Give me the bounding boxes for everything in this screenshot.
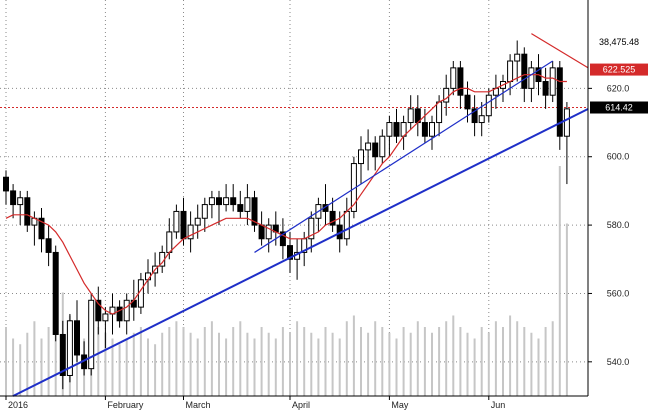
candle-body <box>521 53 528 89</box>
y-tick-label: 560.0 <box>607 288 630 298</box>
trendlines <box>12 33 589 397</box>
candle-body <box>10 190 17 206</box>
candle-body <box>450 67 457 89</box>
candle-body <box>287 245 293 260</box>
last-price-badge-bg <box>590 101 648 114</box>
candle-body <box>223 197 230 206</box>
volume-badge: 38,475.48 <box>590 36 648 49</box>
y-tick-label: 540.0 <box>607 357 630 367</box>
candle-body <box>379 135 386 158</box>
candle-body <box>95 299 102 322</box>
candle-body <box>244 197 251 212</box>
y-tick-label: 620.0 <box>607 83 630 93</box>
candle-body <box>194 217 201 226</box>
volume-badge-bg <box>590 36 648 49</box>
candle-body <box>24 197 31 226</box>
candle-body <box>251 197 258 226</box>
candle-body <box>358 149 364 165</box>
candle-body <box>436 101 443 124</box>
candle-body <box>208 197 215 206</box>
trendline <box>12 107 589 397</box>
candle-body <box>265 224 272 240</box>
x-tick-label: March <box>186 400 211 410</box>
candle-body <box>329 210 336 226</box>
candle-body <box>38 217 45 240</box>
candle-body <box>308 217 315 240</box>
y-tick-label: 600.0 <box>607 152 630 162</box>
candle-body <box>556 67 563 137</box>
candle-body <box>471 108 478 124</box>
candle-body <box>45 238 52 253</box>
candle-body <box>279 231 286 247</box>
candle-body <box>3 176 9 192</box>
candle-body <box>421 122 428 137</box>
moving-average <box>5 74 567 315</box>
candle-body <box>166 231 173 253</box>
candle-body <box>365 142 372 151</box>
candle-body <box>393 122 400 137</box>
last-price-badge-label: 614.42 <box>605 103 633 113</box>
x-tick-label: April <box>292 400 310 410</box>
moving-average-line <box>5 74 567 315</box>
candle-body <box>187 224 194 240</box>
y-tick-label: 580.0 <box>607 220 630 230</box>
candle-body <box>17 197 24 206</box>
candle-body <box>201 204 208 219</box>
candlesticks <box>3 40 570 390</box>
candle-body <box>386 122 393 137</box>
moving-average-badge-bg <box>590 63 648 76</box>
candle-body <box>180 210 187 240</box>
candle-body <box>343 210 350 240</box>
candle-body <box>464 94 471 110</box>
candle-body <box>429 122 435 137</box>
trendline <box>254 60 554 253</box>
candle-body <box>59 333 66 376</box>
x-tick-label: May <box>391 400 409 410</box>
candle-body <box>485 94 492 117</box>
candle-body <box>542 81 549 96</box>
x-tick-label: 2016 <box>8 400 28 410</box>
candle-body <box>457 67 464 96</box>
candle-body <box>74 320 80 356</box>
candle-body <box>173 210 180 233</box>
last-price-badge: 614.42 <box>590 101 648 114</box>
candle-body <box>237 204 244 212</box>
x-tick-label: February <box>107 400 144 410</box>
candle-body <box>549 67 556 96</box>
candle-body <box>52 251 59 335</box>
candle-body <box>258 224 265 240</box>
price-badges: 38,475.48 622.525 614.42 <box>590 36 648 114</box>
candle-body <box>88 299 95 370</box>
candle-body <box>230 197 237 206</box>
candle-body <box>102 313 109 322</box>
candle-body <box>514 53 521 62</box>
trendline <box>531 33 589 69</box>
candle-body <box>372 142 379 158</box>
candle-body <box>443 87 450 103</box>
candle-body <box>66 320 73 376</box>
volume-badge-label: 38,475.48 <box>599 37 639 47</box>
candle-body <box>407 108 414 124</box>
candle-body <box>123 299 130 322</box>
candle-body <box>528 67 535 89</box>
candle-body <box>116 306 123 322</box>
x-tick-label: Jun <box>491 400 506 410</box>
candle-body <box>507 60 514 83</box>
moving-average-badge: 622.525 <box>590 63 648 76</box>
time-axis: 2016 February March April May Jun <box>5 396 506 410</box>
candle-body <box>563 108 570 137</box>
candle-body <box>216 197 222 206</box>
price-axis: 540.0 560.0 580.0 600.0 620.0 <box>588 83 630 367</box>
moving-average-badge-label: 622.525 <box>603 65 636 75</box>
candle-body <box>478 115 485 124</box>
